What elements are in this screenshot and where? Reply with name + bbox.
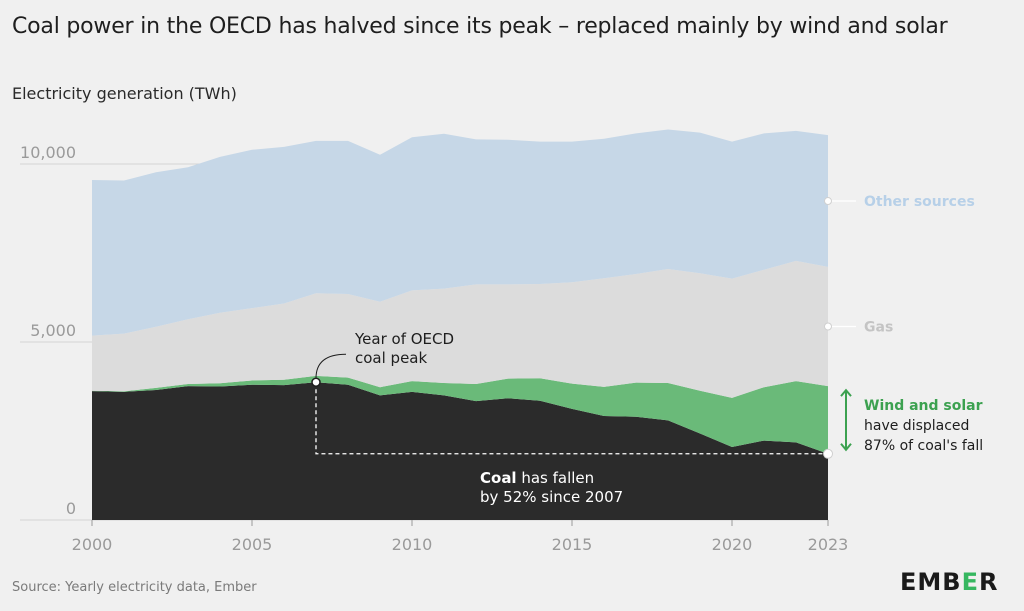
series-end-marker xyxy=(824,197,832,206)
peak-callout-line xyxy=(315,353,347,379)
x-tick-label: 2020 xyxy=(712,535,753,554)
coal-peak-marker xyxy=(311,377,321,387)
chart-subtitle: Electricity generation (TWh) xyxy=(12,84,237,103)
peak-annotation-line2: coal peak xyxy=(355,349,427,367)
legend-wind-solar-line1: have displaced xyxy=(864,418,969,434)
x-tick-label: 2015 xyxy=(552,535,593,554)
bracket-arrow-up xyxy=(840,388,852,397)
legend-wind-solar-line2: 87% of coal's fall xyxy=(864,438,983,454)
coal-annotation-bold: Coal xyxy=(480,469,517,487)
y-tick-label: 5,000 xyxy=(30,321,76,340)
x-tick-label: 2000 xyxy=(72,535,113,554)
coal-end-marker xyxy=(823,448,833,459)
legend-other-sources: Other sources xyxy=(864,194,975,210)
y-tick-label: 0 xyxy=(66,499,76,518)
source-note: Source: Yearly electricity data, Ember xyxy=(12,580,257,595)
legend-gas: Gas xyxy=(864,320,893,336)
area-other-sources xyxy=(92,129,828,336)
area-coal xyxy=(92,382,828,520)
area-wind-solar xyxy=(92,375,828,454)
coal-annotation-line1: Coal has fallen xyxy=(480,469,594,487)
coal-annotation-line2: by 52% since 2007 xyxy=(480,488,623,506)
coal-fall-guide xyxy=(315,382,828,455)
legend-wind-solar-bold: Wind and solar xyxy=(864,398,983,414)
ember-logo: EMBER xyxy=(900,568,999,596)
axes: 2000 2005 2010 2015 2020 2023 xyxy=(72,520,849,554)
chart-title: Coal power in the OECD has halved since … xyxy=(12,14,948,39)
y-tick-label: 10,000 xyxy=(20,143,76,162)
x-tick-label: 2005 xyxy=(232,535,273,554)
area-gas xyxy=(92,260,828,398)
peak-annotation-line1: Year of OECD xyxy=(354,330,454,348)
annotations: Year of OECD coal peak Coal has fallen b… xyxy=(311,194,983,506)
bracket-arrow-down xyxy=(840,443,852,452)
coal-annotation-rest: has fallen xyxy=(517,469,595,487)
x-tick-label: 2010 xyxy=(392,535,433,554)
x-tick-label: 2023 xyxy=(808,535,849,554)
series-end-marker xyxy=(824,322,832,331)
area-series xyxy=(92,129,828,520)
